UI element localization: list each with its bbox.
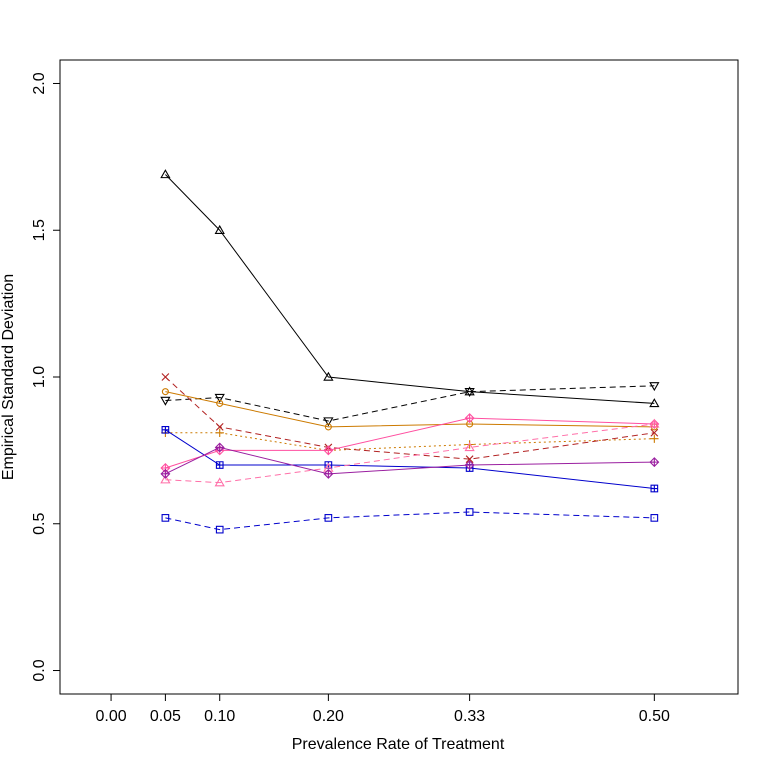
x-tick-label: 0.05 <box>150 708 181 725</box>
x-axis: 0.00 0.05 0.10 0.20 0.33 0.50 <box>95 693 670 725</box>
data-point <box>215 428 224 437</box>
series-line <box>165 432 655 451</box>
data-point <box>160 396 171 406</box>
series-line <box>165 174 655 404</box>
data-point <box>161 373 170 381</box>
data-point <box>215 423 224 431</box>
data-point <box>464 387 475 397</box>
data-point <box>214 393 225 403</box>
data-point <box>215 461 224 469</box>
data-point <box>215 525 224 534</box>
data-point <box>649 457 660 468</box>
x-tick-label: 0.10 <box>204 708 235 725</box>
series-line <box>165 391 655 428</box>
series-3 <box>161 388 658 431</box>
data-point <box>464 460 475 471</box>
series-2 <box>160 382 660 427</box>
data-point <box>323 417 334 427</box>
data-point <box>161 388 169 396</box>
y-tick-label: 0.5 <box>31 513 48 535</box>
data-point <box>465 455 474 464</box>
series-10 <box>160 442 660 479</box>
data-point <box>161 425 170 434</box>
y-axis-label: Empirical Standard Deviation <box>0 274 17 480</box>
series-line <box>165 511 655 531</box>
data-point <box>650 434 659 443</box>
data-point <box>160 169 171 179</box>
data-point <box>323 445 334 456</box>
y-tick-label: 1.5 <box>31 219 48 241</box>
data-point <box>216 399 224 407</box>
y-tick-label: 1.0 <box>31 366 48 388</box>
data-point <box>323 468 334 479</box>
data-point <box>649 418 660 428</box>
x-tick-label: 0.00 <box>95 708 126 725</box>
series-line <box>165 423 655 484</box>
data-point <box>650 514 659 522</box>
data-point <box>214 442 225 453</box>
y-tick-label: 0.0 <box>31 659 48 681</box>
data-point <box>465 440 474 449</box>
x-axis-label: Prevalence Rate of Treatment <box>292 736 505 753</box>
y-tick-label: 2.0 <box>31 72 48 94</box>
series-line <box>165 385 655 422</box>
data-point <box>324 514 333 522</box>
data-point <box>161 514 170 522</box>
data-point <box>649 398 660 408</box>
x-tick-label: 0.33 <box>454 708 485 725</box>
data-point <box>649 382 660 392</box>
series-layer <box>160 169 660 534</box>
x-tick-label: 0.20 <box>313 708 344 725</box>
y-axis: 0.0 0.5 1.0 1.5 2.0 <box>31 72 61 682</box>
x-tick-label: 0.50 <box>639 708 670 725</box>
data-point <box>464 442 475 452</box>
data-point <box>214 224 225 234</box>
data-point <box>214 477 225 487</box>
data-point <box>160 474 171 484</box>
series-7 <box>161 508 659 534</box>
data-point <box>464 413 475 424</box>
data-point <box>650 428 659 437</box>
data-point <box>324 423 332 431</box>
data-point <box>650 484 659 493</box>
data-point <box>323 371 334 381</box>
data-point <box>160 468 171 479</box>
data-point <box>465 508 474 516</box>
